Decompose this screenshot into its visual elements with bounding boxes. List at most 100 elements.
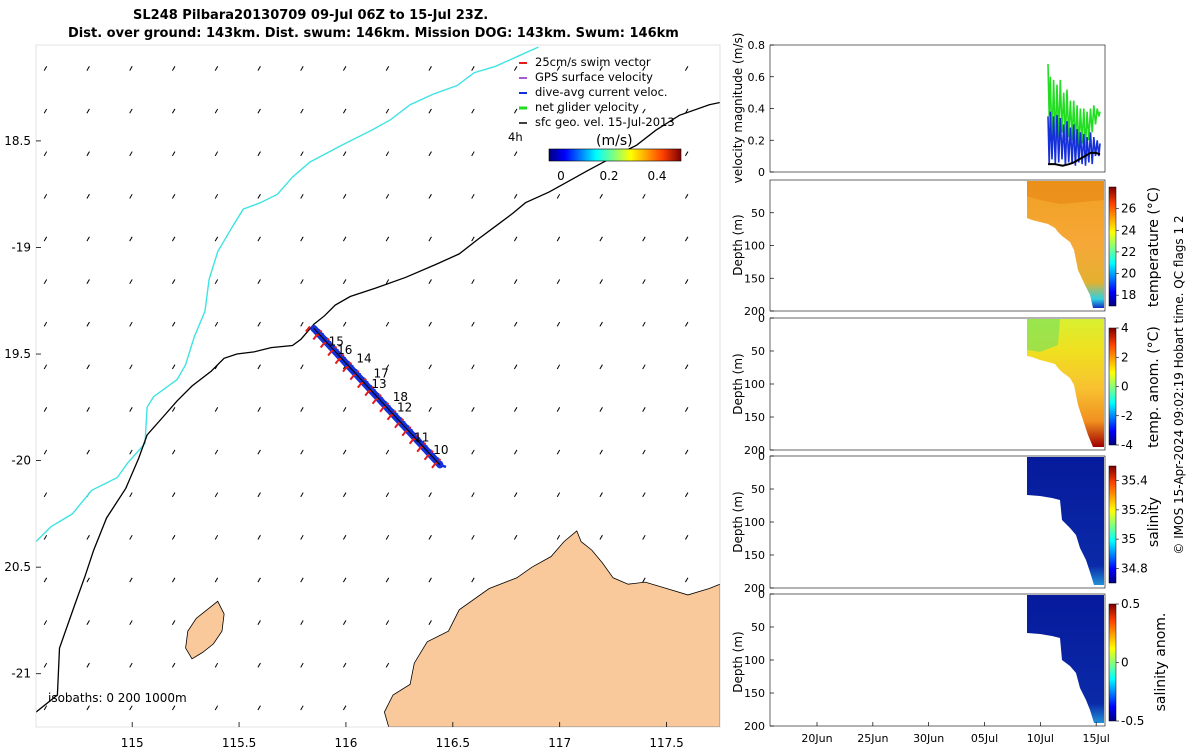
isobath-1000m xyxy=(36,46,539,543)
velocity-arrow xyxy=(300,534,304,540)
colorbar-tick-label: 4 xyxy=(1121,321,1129,335)
velocity-y-tick-label: 0.2 xyxy=(748,134,766,147)
velocity-arrow xyxy=(171,534,176,540)
velocity-arrow xyxy=(171,449,176,455)
velocity-arrow xyxy=(556,193,561,199)
velocity-arrow xyxy=(556,108,561,114)
dive-avg-vector xyxy=(328,343,336,348)
date-x-ticks: 20Jun 25Jun 30Jun 05Jul 10Jul 15Jul xyxy=(801,722,1110,745)
velocity-arrow xyxy=(342,279,347,285)
date-x-tick-label: 05Jul xyxy=(971,732,998,745)
velocity-arrow xyxy=(214,321,219,327)
velocity-arrow xyxy=(428,407,432,412)
velocity-arrow xyxy=(385,321,390,327)
velocity-arrow xyxy=(86,279,90,285)
velocity-arrow xyxy=(342,492,347,498)
title-line-1: SL248 Pilbara20130709 09-Jul 06Z to 15-J… xyxy=(133,8,489,23)
velocity-arrow xyxy=(471,279,475,285)
velocity-arrow xyxy=(43,364,48,370)
velocity-arrow xyxy=(86,66,90,71)
velocity-arrow xyxy=(214,279,219,285)
colorbar-tick-label: 35.4 xyxy=(1121,474,1148,488)
velocity-arrow xyxy=(257,279,261,285)
velocity-arrow xyxy=(214,577,219,583)
colorbar-tick-label: 22 xyxy=(1121,245,1136,259)
day-marker: 10 xyxy=(433,443,448,457)
velocity-arrow xyxy=(86,705,90,711)
velocity-arrow xyxy=(342,108,347,114)
speed-colorbar-bar xyxy=(548,148,682,162)
salinity-colorbar-label: salinity xyxy=(1146,497,1162,547)
speed-colorbar-units: (m/s) xyxy=(596,133,633,149)
velocity-arrow xyxy=(556,449,561,455)
colorbar-tick-label: 0.5 xyxy=(1121,597,1140,611)
temp-anomaly-colorbar xyxy=(1108,327,1117,446)
title-line-2: Dist. over ground: 143km. Dist. swum: 14… xyxy=(68,26,679,41)
depth-y-tick-label: 150 xyxy=(744,549,765,562)
colorbar-tick-label: 26 xyxy=(1121,202,1136,216)
velocity-arrow xyxy=(385,66,390,71)
velocity-arrow xyxy=(129,620,133,626)
map-y-tick-label: -20 xyxy=(11,454,31,468)
velocity-arrow xyxy=(428,151,432,157)
velocity-arrow xyxy=(300,151,304,157)
mainland-landmass xyxy=(383,530,720,727)
velocity-arrow xyxy=(86,449,90,455)
velocity-arrow xyxy=(684,236,689,242)
velocity-arrow xyxy=(129,279,133,285)
legend-sfc-geo: sfc geo. vel. 15-Jul-2013 xyxy=(535,115,675,129)
day-marker: 13 xyxy=(371,377,386,391)
velocity-arrow xyxy=(171,662,176,668)
legend-dive-avg: dive-avg current veloc. xyxy=(535,85,668,99)
velocity-arrow xyxy=(342,705,347,711)
velocity-arrow xyxy=(129,236,133,242)
salinity-anomaly-panel: 0 50 100 150 200 20Jun 25Jun 30Jun 05Jul 10Jul 15… xyxy=(731,588,1169,745)
salinity-anomaly-colorbar-ticks: 0.5 0 -0.5 xyxy=(1116,597,1144,728)
velocity-y-tick-label: 0.6 xyxy=(748,71,766,84)
velocity-arrow xyxy=(129,705,133,711)
velocity-arrow xyxy=(86,193,90,199)
velocity-arrow xyxy=(428,321,432,327)
velocity-arrow xyxy=(300,279,304,285)
velocity-arrow xyxy=(642,407,646,412)
velocity-arrow xyxy=(171,151,176,157)
velocity-arrow xyxy=(556,534,561,540)
velocity-arrow xyxy=(300,108,304,114)
velocity-arrow xyxy=(300,662,304,668)
velocity-arrow xyxy=(171,193,176,199)
velocity-arrow xyxy=(129,66,133,71)
velocity-arrow xyxy=(86,662,90,668)
velocity-arrow xyxy=(86,407,90,412)
temperature-surface-warm xyxy=(1027,181,1104,204)
temperature-colorbar-ticks: 18 20 22 24 26 xyxy=(1116,202,1136,302)
velocity-arrow xyxy=(300,449,304,455)
dive-avg-vector xyxy=(335,351,343,356)
map-x-tick-label: 115 xyxy=(121,736,144,750)
velocity-arrow xyxy=(129,364,133,370)
swim-vector xyxy=(305,325,311,333)
velocity-arrow xyxy=(599,66,603,71)
velocity-arrow xyxy=(257,66,261,71)
velocity-arrow xyxy=(599,108,603,114)
swim-vector xyxy=(334,357,341,365)
velocity-arrow xyxy=(43,534,48,540)
velocity-arrow xyxy=(385,108,390,114)
dive-avg-vector xyxy=(339,355,347,360)
velocity-arrow xyxy=(43,407,48,412)
date-x-tick-label: 30Jun xyxy=(913,732,944,745)
temp-anomaly-field xyxy=(1027,319,1104,447)
dive-avg-vector xyxy=(391,411,399,416)
temperature-y-ticks: 50 100 150 200 xyxy=(744,207,774,318)
velocity-arrow xyxy=(342,236,347,242)
swim-vector xyxy=(394,422,400,429)
velocity-arrow xyxy=(43,279,48,285)
velocity-arrow xyxy=(171,236,176,242)
velocity-arrow xyxy=(86,534,90,540)
map-y-tick-label: -19 xyxy=(11,240,31,254)
velocity-y-tick-label: 0.8 xyxy=(748,39,766,52)
dive-avg-vector xyxy=(361,379,369,384)
velocity-arrow xyxy=(129,321,133,327)
speed-colorbar-tick-label: 0.4 xyxy=(647,169,666,183)
dive-avg-vector xyxy=(365,383,373,388)
temp-anomaly-y-ticks: 0 50 100 150 200 xyxy=(744,312,774,457)
